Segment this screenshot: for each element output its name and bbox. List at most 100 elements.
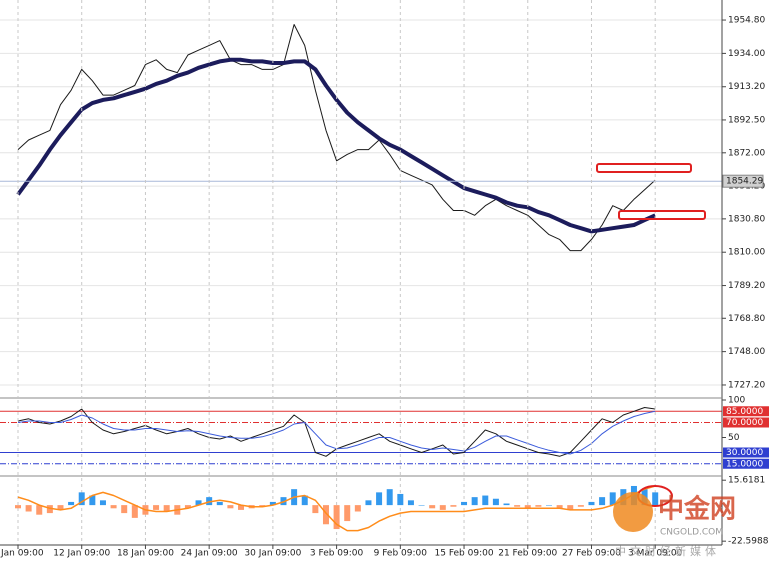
histogram-bar	[36, 505, 43, 515]
histogram-bar	[238, 505, 245, 510]
series-line	[17, 485, 656, 532]
histogram-bar	[99, 500, 106, 506]
histogram-bar	[312, 505, 319, 514]
histogram-bar	[153, 505, 160, 510]
histogram-bar	[407, 500, 414, 506]
level-label-bg	[723, 406, 769, 417]
y-tick-label: 100	[728, 396, 745, 406]
level-label: 30.0000	[726, 448, 763, 458]
x-tick-label: 24 Jan 09:00	[181, 549, 238, 559]
histogram-bar	[535, 505, 542, 507]
y-tick-label: 1810.00	[728, 248, 765, 258]
histogram-bar	[131, 505, 138, 518]
histogram-bar	[216, 501, 223, 506]
histogram-bar	[397, 493, 404, 506]
x-tick-label: 27 Feb 09:00	[562, 549, 621, 559]
annotation-box	[596, 163, 692, 173]
histogram-bar	[365, 500, 372, 506]
histogram-bar	[68, 501, 75, 506]
histogram-bar	[206, 497, 213, 506]
histogram-bar	[386, 489, 393, 506]
x-tick-label: 12 Jan 09:00	[53, 549, 110, 559]
y-tick-label: 1913.20	[728, 82, 765, 92]
histogram-bar	[322, 505, 329, 525]
histogram-bar	[577, 505, 584, 507]
histogram-bar	[78, 492, 85, 506]
histogram-bar	[492, 498, 499, 506]
histogram-bar	[609, 492, 616, 506]
level-label: 15.0000	[726, 459, 763, 469]
annotation-box	[618, 210, 706, 220]
watermark-slogan: 中文财经新媒体	[615, 544, 720, 558]
x-tick-label: 21 Feb 09:00	[498, 549, 557, 559]
last-price-label: 1854.29	[726, 177, 763, 187]
x-tick-label: 3 Mar 09:00	[628, 549, 683, 559]
histogram-bar	[46, 505, 53, 514]
x-tick-label: 9 Feb 09:00	[374, 549, 428, 559]
histogram-bar	[227, 505, 234, 509]
histogram-bar	[354, 505, 361, 512]
histogram-bar	[25, 505, 32, 512]
y-tick-label: 1789.20	[728, 281, 765, 291]
histogram-bar	[57, 505, 64, 510]
histogram-bar	[599, 497, 606, 506]
histogram-bar	[556, 505, 563, 509]
histogram-bar	[301, 495, 308, 506]
series-line	[16, 57, 657, 234]
watermark-logo	[613, 492, 653, 532]
histogram-bar	[482, 495, 489, 506]
y-tick-label: 1954.80	[728, 16, 765, 26]
histogram-bar	[652, 492, 659, 506]
watermark-brand: 中金网	[658, 494, 736, 525]
histogram-bar	[429, 505, 436, 509]
histogram-bar	[15, 505, 21, 509]
histogram-bar	[163, 505, 170, 512]
histogram-bar	[450, 505, 457, 507]
y-tick-label: 1727.20	[728, 380, 765, 390]
histogram-bar	[259, 505, 266, 507]
y-tick-label: 1748.00	[728, 347, 765, 357]
y-tick-label: 1872.00	[728, 148, 765, 158]
histogram-bar	[110, 505, 117, 509]
y-tick-label: 1892.50	[728, 115, 765, 125]
histogram-bar	[461, 501, 468, 506]
y-tick-label: 50	[728, 433, 740, 443]
histogram-bar	[567, 505, 574, 510]
histogram-bar	[121, 505, 128, 514]
level-label: 70.0000	[726, 418, 763, 428]
y-tick-label: 15.6181	[728, 476, 765, 486]
level-label-bg	[723, 458, 769, 469]
x-tick-label: 15 Feb 09:00	[435, 549, 494, 559]
histogram-bar	[184, 505, 191, 509]
histogram-bar	[546, 505, 552, 506]
y-tick-label: -22.5988	[728, 537, 769, 547]
histogram-bar	[418, 505, 425, 506]
histogram-bar	[89, 495, 96, 506]
level-label-bg	[723, 417, 769, 428]
x-tick-label: 3 Feb 09:00	[310, 549, 364, 559]
histogram-bar	[471, 497, 478, 506]
y-tick-label: 1830.80	[728, 214, 765, 224]
y-tick-label: 1934.00	[728, 49, 765, 59]
watermark-site: CNGOLD.COM	[660, 528, 723, 538]
histogram-bar	[588, 501, 595, 506]
histogram-bar	[524, 505, 531, 509]
series-line	[17, 24, 656, 252]
x-tick-label: 30 Jan 09:00	[244, 549, 301, 559]
histogram-bar	[503, 503, 510, 506]
x-tick-label: 18 Jan 09:00	[117, 549, 174, 559]
histogram-bar	[376, 492, 383, 506]
last-price-bg	[722, 174, 764, 188]
level-label: 85.0000	[726, 407, 763, 417]
histogram-bar	[269, 501, 276, 506]
histogram-bar	[195, 500, 202, 506]
level-label-bg	[723, 447, 769, 458]
histogram-bar	[439, 505, 446, 510]
histogram-bar	[514, 505, 521, 507]
histogram-bar	[333, 505, 340, 530]
histogram-bar	[344, 505, 351, 522]
x-tick-label: 1 Jan 09:00	[0, 549, 44, 559]
